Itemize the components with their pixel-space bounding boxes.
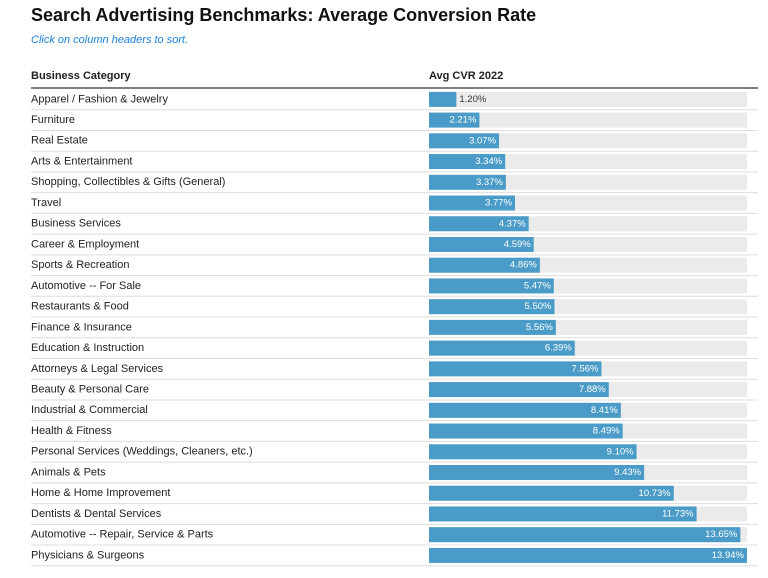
category-label: Real Estate <box>31 135 88 147</box>
category-label: Sports & Recreation <box>31 259 129 271</box>
bar-track <box>429 174 747 190</box>
bar <box>429 527 741 543</box>
value-label: 5.56% <box>526 322 553 333</box>
category-label: Finance & Insurance <box>31 321 132 333</box>
category-label: Home & Home Improvement <box>31 487 170 499</box>
value-label: 10.73% <box>639 488 672 499</box>
bar-track <box>429 133 747 149</box>
column-header[interactable]: Avg CVR 2022 <box>429 70 503 82</box>
value-label: 13.65% <box>705 529 738 540</box>
value-label: 1.20% <box>459 94 486 105</box>
bar <box>429 257 540 273</box>
bar <box>429 174 506 190</box>
bar <box>429 216 529 232</box>
value-label: 5.50% <box>525 301 552 312</box>
category-label: Industrial & Commercial <box>31 404 148 416</box>
bar <box>429 382 609 398</box>
category-label: Travel <box>31 197 61 209</box>
bar <box>429 547 747 563</box>
bar <box>429 444 637 460</box>
bar <box>429 506 697 522</box>
bar <box>429 278 554 294</box>
value-label: 4.37% <box>499 218 526 229</box>
value-label: 7.88% <box>579 384 606 395</box>
category-label: Health & Fitness <box>31 425 112 437</box>
bar <box>429 91 457 107</box>
bar <box>429 299 555 315</box>
bar <box>429 195 516 211</box>
category-label: Physicians & Surgeons <box>31 549 145 561</box>
bar-track <box>429 154 747 170</box>
column-header[interactable]: Business Category <box>31 70 132 82</box>
bar-track <box>429 112 747 128</box>
category-label: Attorneys & Legal Services <box>31 363 164 375</box>
value-label: 2.21% <box>449 115 476 126</box>
bar <box>429 485 674 501</box>
value-label: 9.43% <box>614 467 641 478</box>
category-label: Automotive -- Repair, Service & Parts <box>31 529 214 541</box>
value-label: 5.47% <box>524 280 551 291</box>
category-label: Automotive -- For Sale <box>31 280 141 292</box>
value-label: 6.39% <box>545 343 572 354</box>
value-label: 3.07% <box>469 135 496 146</box>
category-label: Apparel / Fashion & Jewelry <box>31 93 168 105</box>
value-label: 9.10% <box>607 446 634 457</box>
category-label: Animals & Pets <box>31 466 106 478</box>
chart-title: Search Advertising Benchmarks: Average C… <box>31 5 536 25</box>
bar <box>429 361 602 377</box>
category-label: Restaurants & Food <box>31 301 129 313</box>
category-label: Furniture <box>31 114 75 126</box>
bar <box>429 133 500 149</box>
value-label: 3.37% <box>476 177 503 188</box>
chart-subtitle: Click on column headers to sort. <box>31 34 188 46</box>
category-label: Education & Instruction <box>31 342 144 354</box>
value-label: 8.49% <box>593 426 620 437</box>
bar <box>429 236 534 252</box>
value-label: 4.86% <box>510 260 537 271</box>
bar <box>429 340 575 356</box>
value-label: 3.77% <box>485 198 512 209</box>
value-label: 7.56% <box>572 363 599 374</box>
category-label: Arts & Entertainment <box>31 155 133 167</box>
value-label: 11.73% <box>662 508 694 519</box>
bar <box>429 112 480 128</box>
category-label: Business Services <box>31 218 121 230</box>
category-label: Beauty & Personal Care <box>31 383 149 395</box>
value-label: 8.41% <box>591 405 618 416</box>
category-label: Personal Services (Weddings, Cleaners, e… <box>31 446 253 458</box>
bar <box>429 319 556 335</box>
value-label: 4.59% <box>504 239 531 250</box>
value-label: 13.94% <box>712 550 745 561</box>
bar <box>429 154 506 170</box>
category-label: Shopping, Collectibles & Gifts (General) <box>31 176 225 188</box>
bar <box>429 423 623 439</box>
bar <box>429 402 621 418</box>
bar <box>429 465 645 481</box>
value-label: 3.34% <box>475 156 502 167</box>
bar-track <box>429 91 747 107</box>
category-label: Dentists & Dental Services <box>31 508 162 520</box>
category-label: Career & Employment <box>31 238 139 250</box>
